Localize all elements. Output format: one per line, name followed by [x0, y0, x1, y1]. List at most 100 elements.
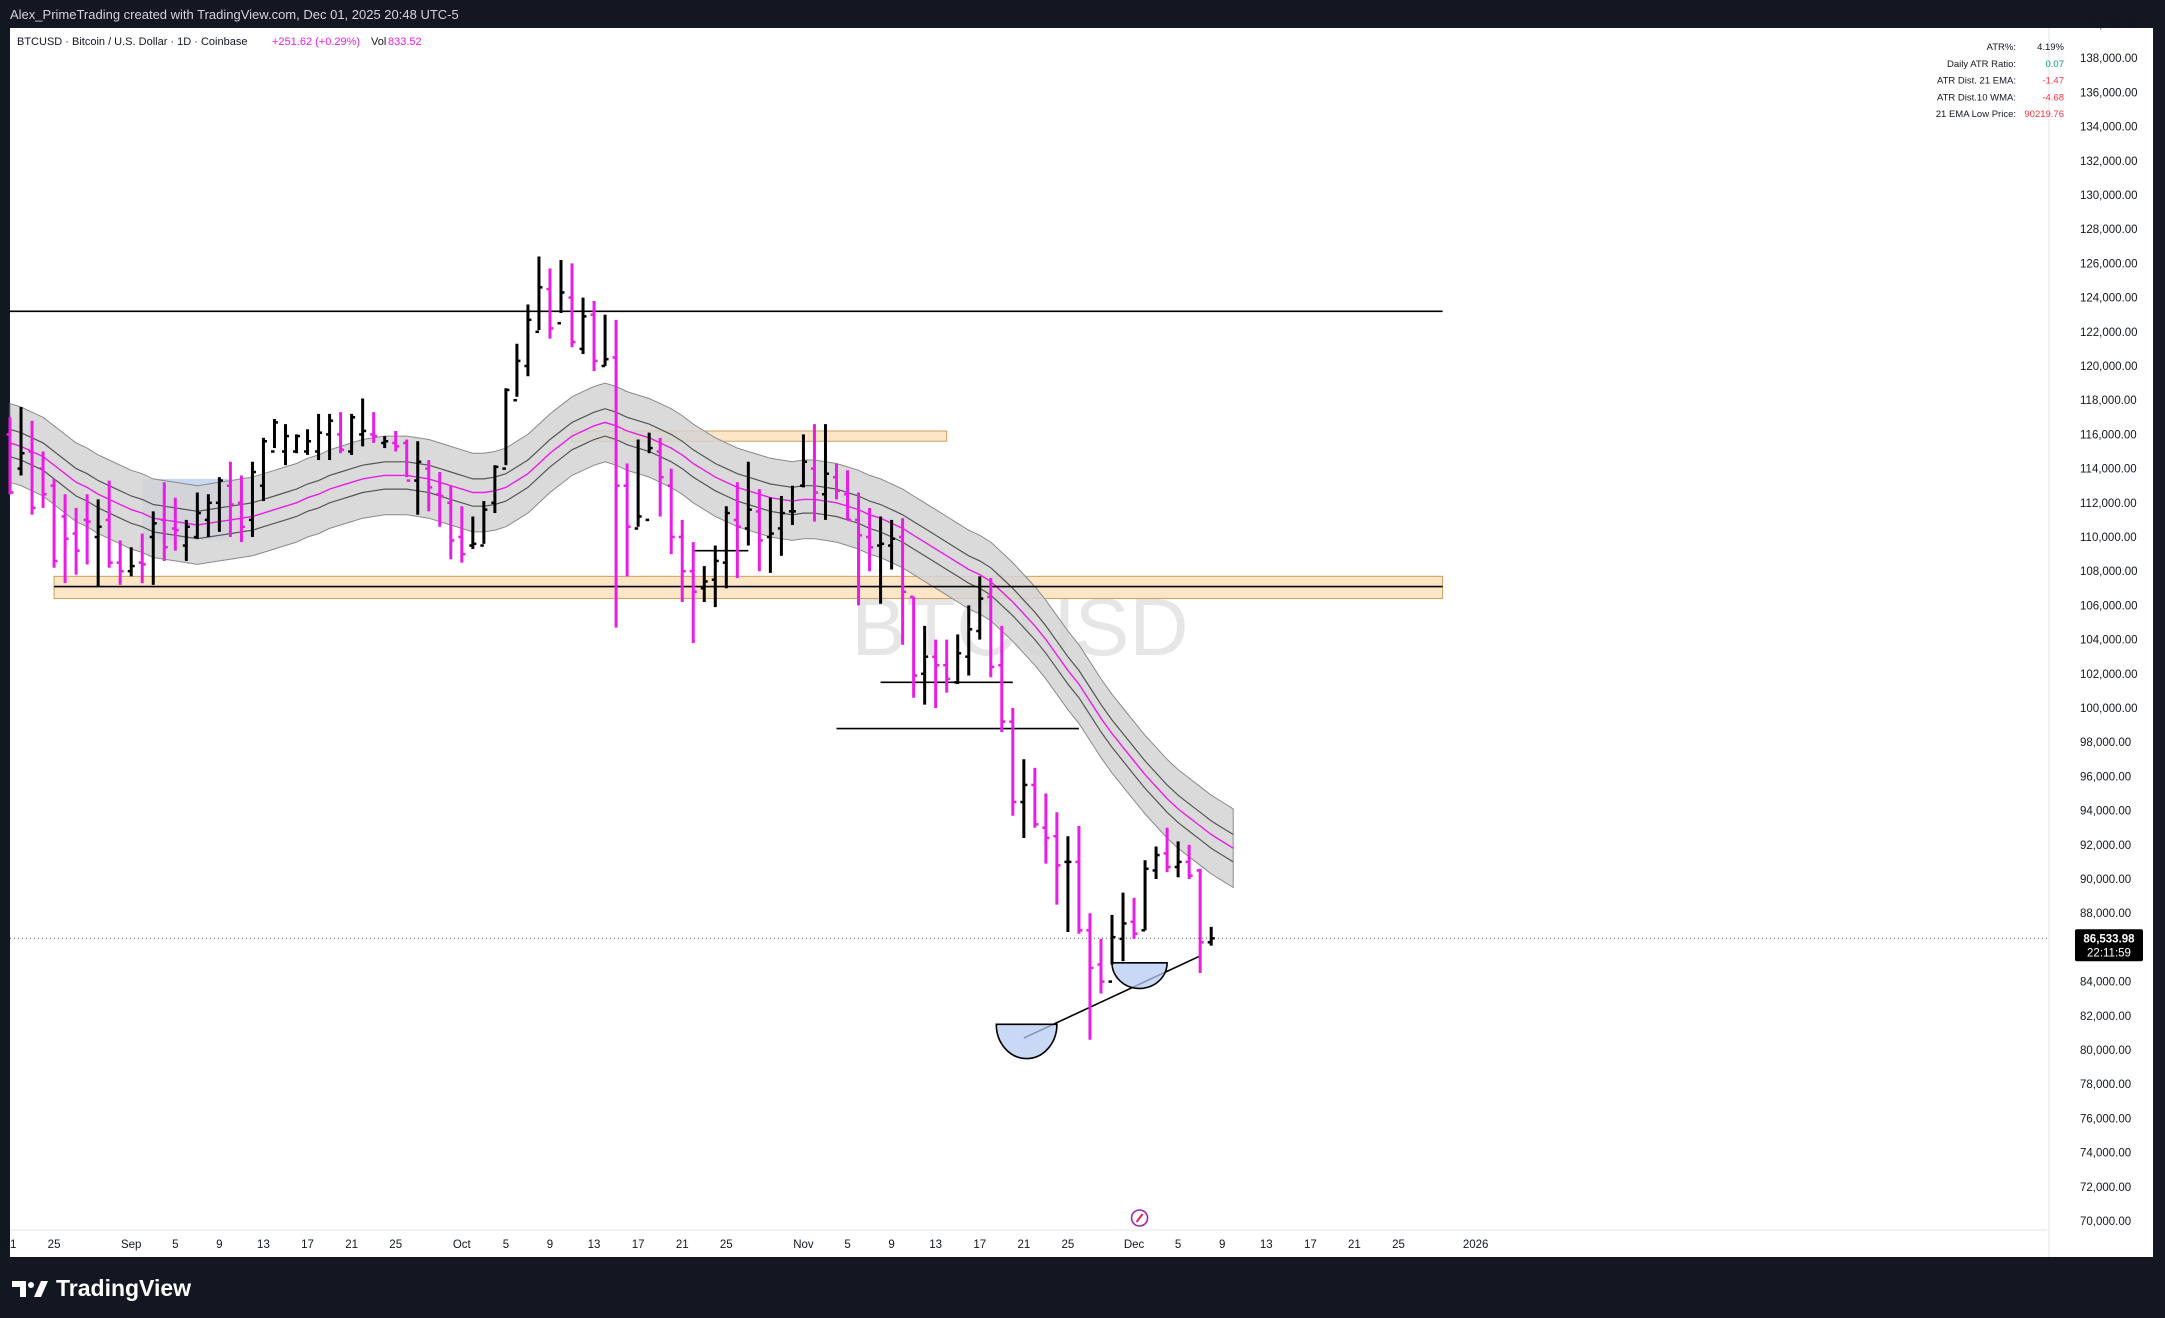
ohlc-bar — [1031, 767, 1039, 828]
ohlc-bar — [943, 639, 951, 693]
legend-change: +251.62 (+0.29%) — [272, 36, 360, 48]
ohlc-bar — [28, 420, 36, 515]
symbol-legend[interactable]: BTCUSD · Bitcoin / U.S. Dollar · 1D · Co… — [17, 36, 422, 48]
ohlc-bar — [149, 511, 157, 585]
ohlc-bar — [138, 533, 146, 584]
legend-vol-label: Vol — [371, 36, 386, 48]
ohlc-bar — [1042, 793, 1050, 864]
ohlc-bar — [83, 494, 91, 565]
event-stroke — [1135, 1213, 1144, 1223]
x-axis-tick-label: 13 — [588, 1239, 601, 1251]
ohlc-bar — [171, 497, 179, 551]
attribution-text: Alex_PrimeTrading created with TradingVi… — [10, 7, 459, 22]
ohlc-bar — [116, 540, 124, 585]
ohlc-bar — [337, 412, 345, 454]
ohlc-bar — [469, 516, 477, 549]
ohlc-bar — [678, 519, 686, 602]
ohlc-bar — [667, 468, 675, 555]
x-axis-tick-label: 25 — [720, 1239, 733, 1251]
ohlc-bar — [844, 470, 852, 522]
ohlc-bar — [833, 463, 840, 500]
ohlc-bar — [821, 424, 829, 520]
x-axis-tick-label: 17 — [301, 1239, 314, 1251]
ohlc-bar — [502, 388, 510, 470]
y-axis-tick-label: 134,000.00 — [2080, 122, 2138, 134]
ohlc-bar — [689, 542, 697, 644]
ohlc-bar — [1009, 708, 1017, 816]
ohlc-bar — [1141, 860, 1149, 932]
stats-label: ATR Dist.10 WMA: — [1937, 92, 2016, 103]
ohlc-bar — [39, 451, 47, 508]
ohlc-bar — [392, 430, 400, 452]
y-axis-tick-label: 70,000.00 — [2080, 1216, 2131, 1228]
y-axis-tick-label: 122,000.00 — [2080, 327, 2138, 339]
ohlc-bar — [590, 301, 598, 372]
ohlc-bar — [1119, 892, 1127, 962]
x-axis-tick-label: 5 — [503, 1239, 509, 1251]
ohlc-bar — [270, 419, 278, 453]
ohlc-bar — [634, 439, 642, 530]
ohlc-bar — [579, 297, 587, 355]
y-axis-tick-label: 102,000.00 — [2080, 669, 2138, 681]
legend-vol-value: 833.52 — [388, 36, 422, 48]
ema-band-outer — [9, 382, 1234, 889]
footer-bar — [0, 1257, 2165, 1318]
y-axis-tick-label: 92,000.00 — [2080, 840, 2131, 852]
stats-label: Daily ATR Ratio: — [1947, 59, 2016, 70]
ema-band-layer — [9, 382, 1234, 889]
ohlc-bar — [315, 413, 323, 461]
ohlc-bar — [491, 465, 499, 514]
ohlc-bar — [1108, 914, 1116, 983]
ohlc-bar — [105, 480, 113, 568]
ohlc-bar — [766, 497, 774, 573]
x-axis-tick-label: 21 — [4, 1239, 17, 1251]
ohlc-bar — [226, 461, 234, 537]
last-price-badge: 86,533.98 22:11:59 — [2075, 929, 2143, 962]
ohlc-bar — [1097, 938, 1105, 994]
x-axis-tick-label: 9 — [216, 1239, 222, 1251]
ohlc-bar — [1130, 897, 1138, 939]
stats-value: 90219.76 — [2024, 109, 2064, 120]
axes-layer: 70,000.00 72,000.00 74,000.00 76,000.00 78,0… — [4, 19, 2143, 1257]
ohlc-bar — [182, 519, 190, 561]
x-axis-tick-label: 5 — [844, 1239, 850, 1251]
ohlc-bar — [1174, 841, 1182, 878]
atr-stats-table: ATR%: 4.19% Daily ATR Ratio: 0.07 ATR Dist. … — [1936, 42, 2065, 120]
ema-band-inner-lower — [9, 435, 1234, 863]
ohlc-bar — [436, 472, 444, 527]
ohlc-bar — [1152, 846, 1160, 879]
ohlc-bar — [1086, 913, 1094, 1040]
last-price-badge-bg — [2075, 929, 2143, 962]
x-axis-tick-label: Dec — [1124, 1239, 1145, 1251]
y-axis-tick-label: 96,000.00 — [2080, 771, 2131, 783]
y-axis-tick-label: 126,000.00 — [2080, 258, 2138, 270]
ohlc-bar — [700, 566, 708, 602]
y-axis-tick-label: 106,000.00 — [2080, 600, 2138, 612]
chart-area[interactable] — [10, 28, 2153, 1257]
ohlc-bar — [259, 437, 267, 502]
ohlc-bar — [359, 398, 367, 447]
ohlc-bar — [799, 434, 807, 488]
ohlc-bar — [535, 256, 543, 334]
y-axis-tick-label: 72,000.00 — [2080, 1182, 2131, 1194]
ohlc-bar — [623, 463, 631, 577]
y-axis-tick-label: 90,000.00 — [2080, 874, 2131, 886]
y-axis-tick-label: 118,000.00 — [2080, 395, 2137, 407]
y-axis-tick-label: 120,000.00 — [2080, 361, 2138, 373]
legend-symbol: BTCUSD · Bitcoin / U.S. Dollar · 1D · Co… — [17, 36, 247, 48]
stats-label: ATR%: — [1987, 42, 2016, 53]
x-axis-tick-label: 25 — [48, 1239, 61, 1251]
y-axis-tick-label: 110,000.00 — [2080, 532, 2137, 544]
tradingview-logo[interactable]: TradingView — [12, 1275, 191, 1302]
y-axis-tick-label: 108,000.00 — [2080, 566, 2138, 578]
x-axis-tick-label: 13 — [1260, 1239, 1273, 1251]
ohlc-bar — [160, 482, 168, 561]
y-axis-tick-label: 88,000.00 — [2080, 908, 2131, 920]
ohlc-bar — [976, 576, 984, 640]
ohlc-bar — [326, 413, 334, 461]
y-axis-tick-label: 98,000.00 — [2080, 737, 2131, 749]
y-axis-tick-label: 78,000.00 — [2080, 1079, 2131, 1091]
y-axis-tick-label: 136,000.00 — [2080, 87, 2138, 99]
y-axis-tick-label: 82,000.00 — [2080, 1011, 2131, 1023]
